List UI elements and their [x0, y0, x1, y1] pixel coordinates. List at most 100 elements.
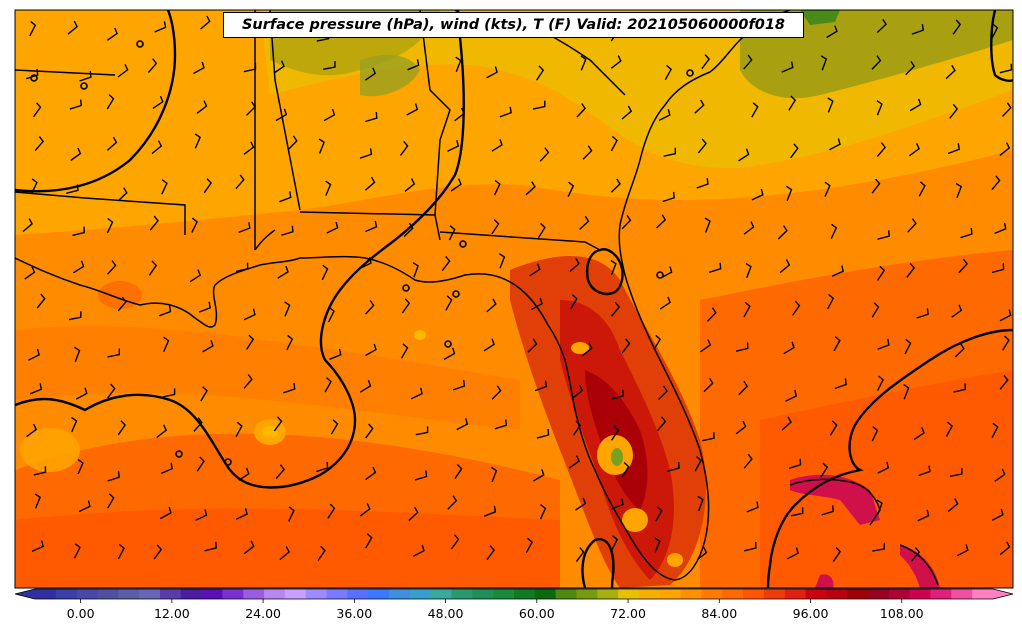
wind-barb: [785, 389, 798, 402]
wind-barb: [412, 262, 419, 278]
wind-barb: [621, 214, 632, 230]
wind-barb: [203, 178, 212, 194]
wind-barb: [327, 306, 335, 323]
colorbar-tick-label: 24.00: [245, 606, 281, 621]
wind-barb: [743, 221, 755, 235]
wind-barb: [735, 420, 747, 435]
wind-barb: [73, 260, 85, 274]
wind-barb: [703, 377, 714, 393]
colorbar-segment: [951, 589, 973, 599]
wind-barb: [953, 383, 966, 393]
wind-barb: [708, 262, 722, 273]
wind-barb: [287, 135, 298, 150]
wind-barb: [999, 309, 1012, 322]
wind-barb: [323, 108, 336, 122]
wind-barb: [621, 461, 630, 478]
wind-barb: [149, 215, 159, 231]
wind-barb: [827, 97, 834, 113]
wind-barb: [359, 379, 372, 393]
wind-barb: [243, 374, 253, 389]
wind-barb: [330, 419, 339, 435]
wind-barb: [107, 471, 120, 482]
wind-barb: [576, 103, 586, 118]
wind-barb: [286, 334, 294, 351]
wind-barb: [611, 425, 620, 441]
wind-barb: [664, 64, 672, 81]
wind-barb: [525, 181, 536, 196]
wind-barb: [107, 348, 120, 358]
wind-barb: [534, 380, 548, 392]
colorbar-segment: [201, 589, 223, 599]
colorbar-segment: [514, 589, 536, 599]
wind-barb: [36, 293, 46, 309]
wind-barb: [106, 27, 118, 41]
wind-barb: [575, 497, 587, 511]
colorbar-segment: [159, 589, 182, 599]
wind-barb: [746, 501, 759, 513]
wind-barb: [117, 64, 129, 78]
wind-barb: [658, 385, 668, 400]
wind-barb: [404, 178, 416, 192]
wind-barb: [152, 95, 164, 109]
wind-barb: [949, 103, 959, 119]
wind-barb: [907, 218, 917, 233]
wind-barb: [777, 225, 788, 240]
colorbar-segment: [930, 589, 952, 599]
wind-barb: [235, 174, 245, 190]
wind-barb: [238, 467, 250, 481]
wind-barb: [827, 293, 835, 310]
wind-barb: [781, 416, 792, 431]
wind-barb: [877, 230, 890, 240]
wind-barb: [491, 385, 502, 400]
wind-barb: [486, 545, 496, 561]
colorbar-segment: [472, 589, 494, 599]
wind-barb: [147, 58, 158, 73]
colorbar-segment: [805, 589, 827, 599]
wind-barb: [162, 388, 176, 398]
wind-barb: [281, 225, 294, 236]
wind-barb: [498, 253, 506, 269]
wind-barb: [456, 418, 469, 431]
colorbar-segment: [264, 589, 286, 599]
colorbar-segment: [97, 589, 119, 599]
wind-barb: [153, 544, 163, 560]
colorbar-segment: [534, 589, 557, 599]
wind-barb: [654, 537, 661, 553]
wind-barb: [243, 63, 257, 73]
wind-barb: [486, 298, 497, 313]
wind-barb: [905, 60, 916, 76]
colorbar-segment: [784, 589, 807, 599]
wind-barb: [744, 541, 757, 552]
wind-barb: [877, 338, 890, 350]
wind-barb: [365, 533, 373, 549]
wind-barb: [706, 307, 717, 322]
wind-barb: [454, 107, 465, 122]
colorbar-segment: [638, 589, 661, 599]
colorbar-segment: [743, 589, 765, 599]
wind-barb: [657, 416, 667, 432]
wind-barb: [994, 222, 1007, 235]
colorbar-tick-label: 60.00: [518, 606, 555, 621]
wind-barb: [572, 384, 584, 399]
wind-barb: [903, 384, 910, 400]
wind-barb: [743, 301, 751, 318]
wind-barb: [611, 498, 624, 510]
wind-barb: [491, 219, 500, 235]
wind-barb: [486, 66, 498, 79]
colorbar-tick-label: 96.00: [792, 606, 829, 621]
wind-barb: [876, 100, 883, 116]
wind-barb: [365, 466, 377, 481]
wind-barb: [32, 102, 42, 118]
wind-barb: [536, 65, 545, 81]
wind-barb: [610, 135, 618, 152]
wind-barb: [359, 503, 371, 517]
station-markers: [30, 40, 694, 466]
colorbar-segment: [722, 589, 744, 599]
wind-barb: [788, 95, 797, 111]
wind-barb: [69, 99, 82, 110]
wind-barb: [246, 101, 256, 116]
colorbar-tick-label: 12.00: [153, 606, 190, 621]
wind-barb: [667, 462, 680, 472]
wind-barb: [918, 181, 926, 197]
wind-barb: [569, 258, 580, 273]
